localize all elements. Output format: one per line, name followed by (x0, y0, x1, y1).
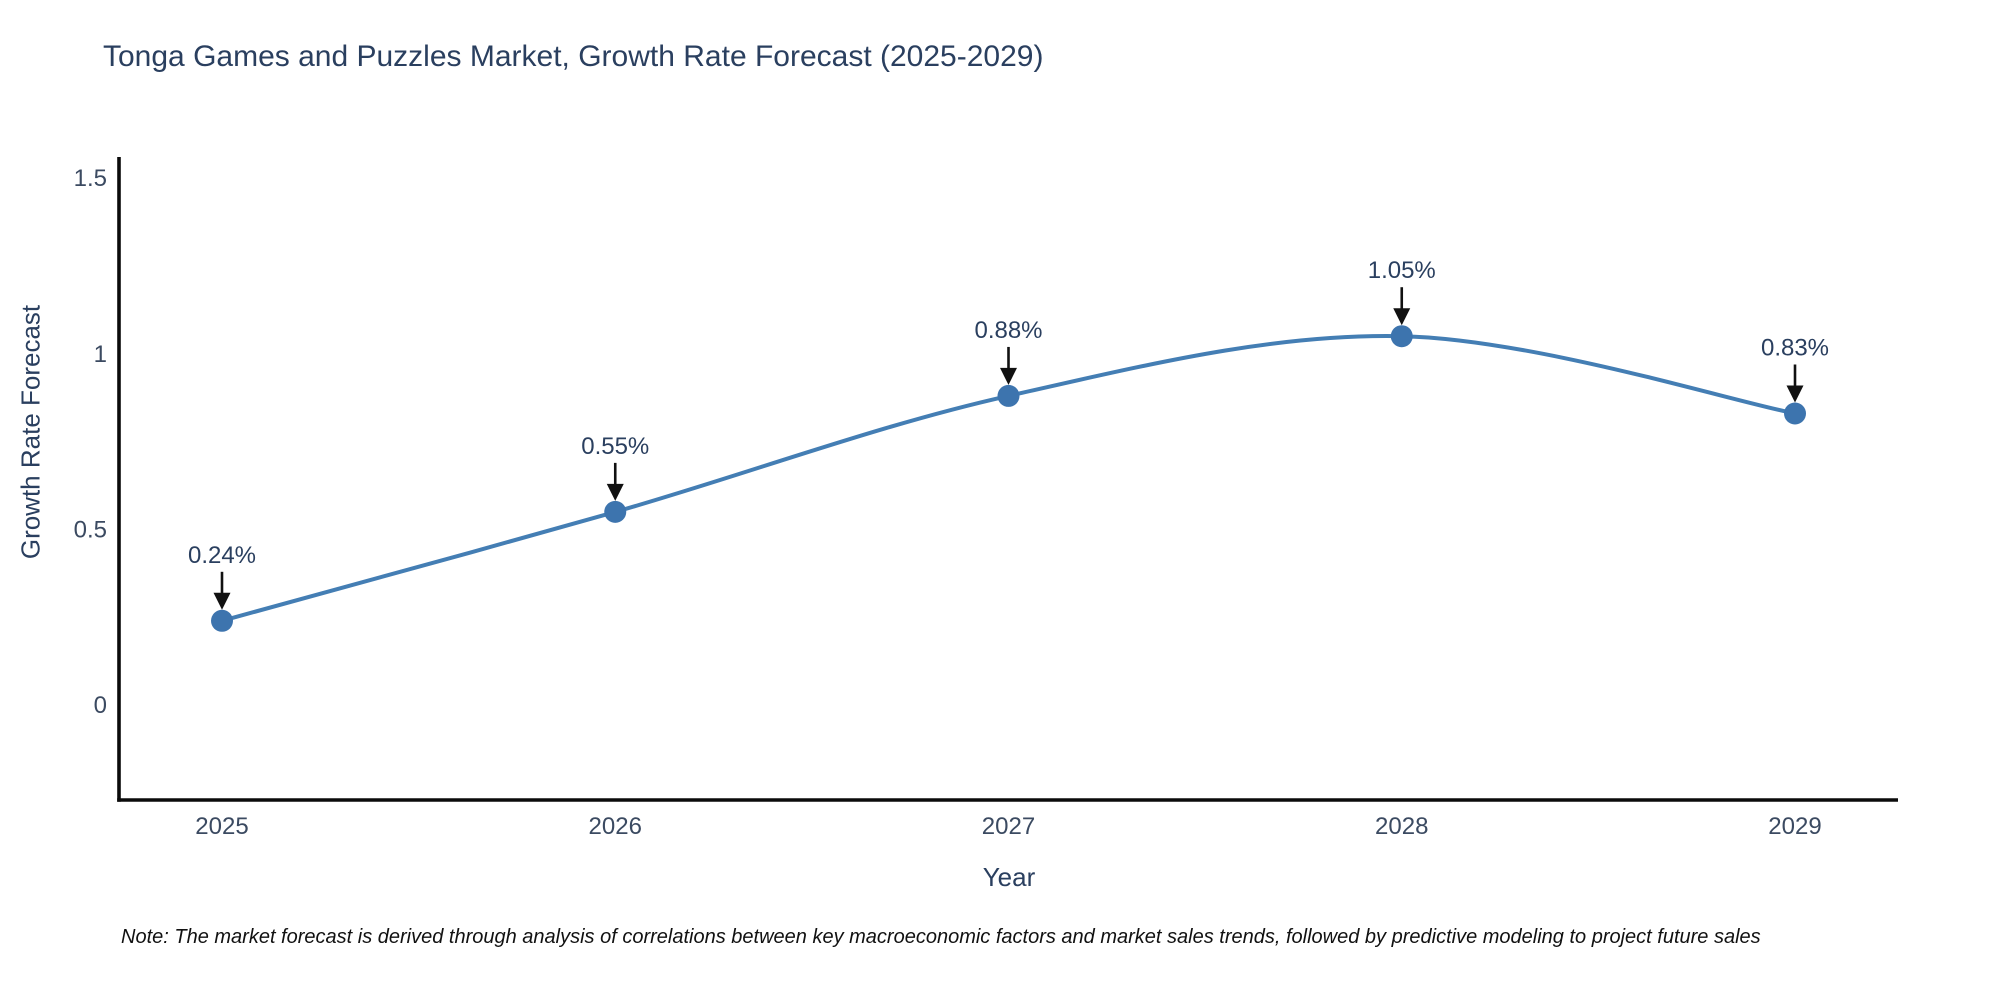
annotation-arrowhead-2025 (213, 592, 231, 610)
data-point-label-2026: 0.55% (581, 433, 649, 460)
y-tick-label-1.5: 1.5 (74, 165, 107, 192)
x-tick-label-2029: 2029 (1768, 813, 1821, 840)
data-point-marker-2025 (211, 609, 233, 632)
data-point-marker-2028 (1390, 325, 1413, 348)
x-tick-label-2027: 2027 (982, 813, 1035, 840)
y-tick-label-0.5: 0.5 (74, 516, 107, 543)
y-tick-label-1: 1 (94, 341, 107, 368)
y-axis-title: Growth Rate Forecast (15, 304, 46, 560)
y-tick-label-0: 0 (94, 692, 107, 719)
annotation-arrowhead-2028 (1393, 308, 1411, 326)
data-point-label-2025: 0.24% (188, 542, 256, 569)
data-point-marker-2029 (1784, 402, 1806, 425)
annotation-arrowhead-2026 (606, 483, 624, 501)
annotation-arrowhead-2027 (1000, 367, 1017, 385)
data-point-marker-2026 (604, 500, 627, 523)
x-tick-label-2028: 2028 (1375, 813, 1428, 840)
x-tick-label-2025: 2025 (195, 813, 248, 840)
data-point-marker-2027 (997, 384, 1020, 407)
data-point-label-2028: 1.05% (1368, 257, 1436, 284)
chart-title: Tonga Games and Puzzles Market, Growth R… (103, 40, 1044, 73)
x-tick-label-2026: 2026 (589, 813, 642, 840)
annotation-arrowhead-2029 (1786, 385, 1804, 403)
footnote: Note: The market forecast is derived thr… (121, 926, 1761, 948)
data-point-label-2029: 0.83% (1761, 334, 1829, 361)
x-axis-title: Year (982, 862, 1036, 892)
data-point-label-2027: 0.88% (974, 317, 1042, 344)
